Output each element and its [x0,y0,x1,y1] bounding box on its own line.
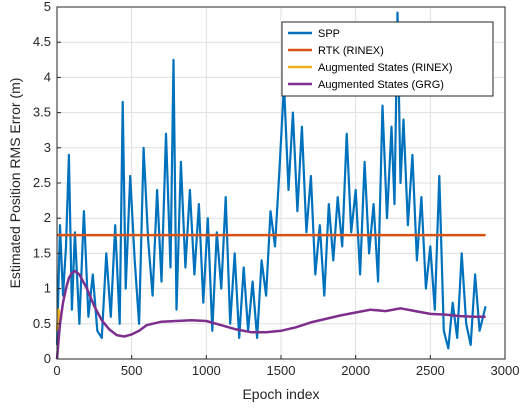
legend-entry: SPP [318,28,340,40]
series-line-0 [55,11,487,350]
y-axis-label: Estimated Position RMS Error (m) [7,78,23,289]
x-tick-label: 0 [53,363,60,378]
legend-entry: RTK (RINEX) [318,45,384,57]
series-line-3 [55,269,486,360]
legend-entry: Augmented States (RINEX) [318,62,453,74]
legend: SPP RTK (RINEX) Augmented States (RINEX) Au… [281,21,494,97]
y-tick-label: 5 [44,0,51,14]
y-tick-label: 3 [44,140,51,155]
x-tick-label: 1000 [192,363,221,378]
y-tick-label: 2.5 [33,175,51,190]
series-group [55,11,487,360]
x-tick-label: 1500 [267,363,296,378]
x-axis-label: Epoch index [242,386,319,402]
y-tick-label: 4 [44,69,51,84]
x-tick-label: 500 [121,363,143,378]
x-tick-label: 2000 [341,363,370,378]
y-tick-label: 1.5 [33,245,51,260]
y-tick-label: 0 [44,351,51,366]
y-tick-label: 3.5 [33,105,51,120]
legend-box [281,21,494,97]
y-tick-label: 2 [44,210,51,225]
y-tick-label: 4.5 [33,34,51,49]
tick-labels: 0 500 1000 1500 2000 2500 3000 0 0.5 1 1.5 2 2.5 3 3.5… [33,0,520,378]
x-tick-label: 2500 [416,363,445,378]
y-tick-label: 0.5 [33,316,51,331]
x-tick-label: 3000 [491,363,520,378]
y-tick-label: 1 [44,281,51,296]
legend-entry: Augmented States (GRG) [318,79,444,91]
